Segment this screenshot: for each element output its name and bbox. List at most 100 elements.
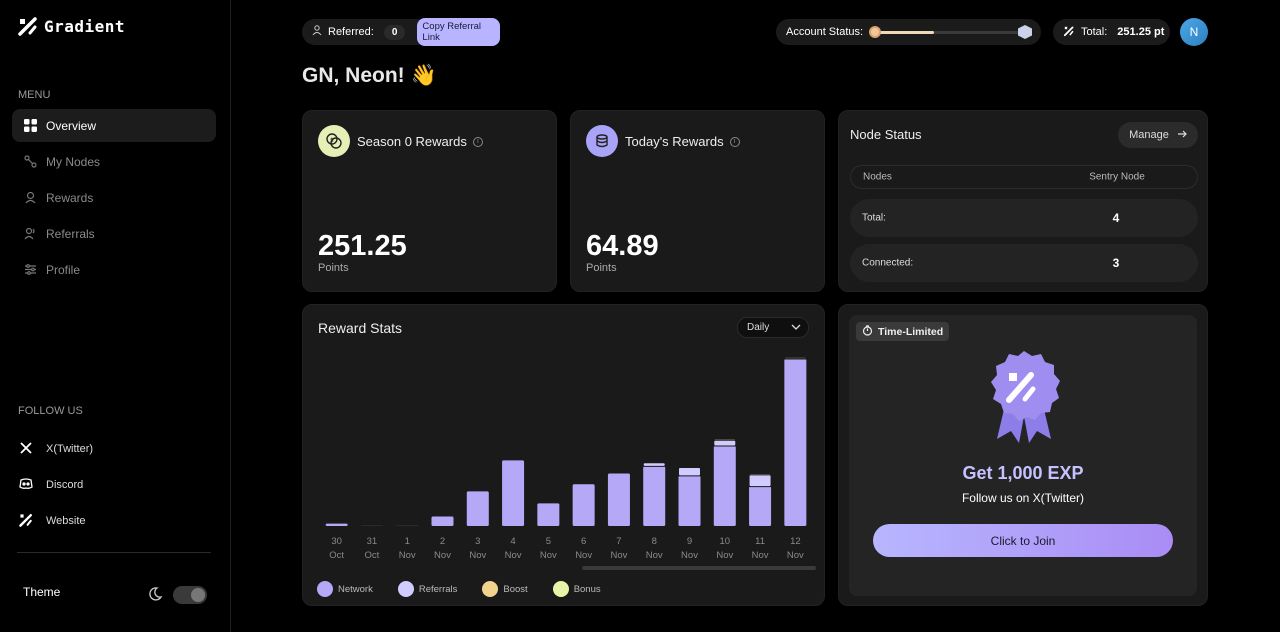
user-avatar[interactable]: N [1180,18,1208,46]
bar-referrals[interactable] [748,474,772,488]
bar-network[interactable] [572,484,595,526]
copy-referral-link-button[interactable]: Copy Referral Link [417,18,500,46]
bar-network[interactable] [713,446,736,526]
bar-network[interactable] [431,516,454,526]
sidebar: Gradient MENU Overview My Nodes Rewards [0,0,231,632]
today-rewards-title: Today's Rewards [625,134,724,149]
legend-swatch [482,581,499,597]
bar-network[interactable] [607,473,630,526]
x-tick-label: 30 [331,536,342,547]
sidebar-item-label: Rewards [46,190,94,205]
info-icon[interactable]: i [729,136,740,147]
info-icon[interactable]: i [472,136,483,147]
bar-baseline [360,525,383,526]
nodes-column-header: Nodes [863,171,892,183]
follow-website-link[interactable]: Website [18,503,93,539]
bar-referrals[interactable] [678,467,701,477]
legend-label: Bonus [573,583,601,595]
page-greeting: GN, Neon! 👋 [302,64,437,87]
follow-x-link[interactable]: X(Twitter) [18,431,93,467]
bar-bonus[interactable] [783,356,807,359]
x-tick-label: 6 [581,536,586,547]
bar-network[interactable] [325,523,348,526]
legend-item-network[interactable]: Network [317,581,373,597]
promo-subtitle: Follow us on X(Twitter) [961,491,1085,505]
bar-network[interactable] [643,466,666,526]
sidebar-nav: Overview My Nodes Rewards Referrals Prof… [12,109,216,289]
sidebar-item-my-nodes[interactable]: My Nodes [12,145,216,178]
promo-title: Get 1,000 EXP [962,463,1084,483]
chevron-down-icon [791,322,801,333]
bar-network[interactable] [537,503,560,526]
season-rewards-title: Season 0 Rewards [357,134,467,149]
x-tick-label: 4 [510,536,515,547]
timer-icon [862,324,873,339]
sidebar-item-profile[interactable]: Profile [12,253,216,286]
bar-boost[interactable] [748,473,772,476]
x-tick-label: Nov [399,550,416,561]
season-rewards-unit: Points [318,262,349,274]
x-tick-label: Nov [752,550,769,561]
theme-toggle[interactable] [173,586,207,604]
x-tick-label: Oct [329,550,344,561]
status-end-marker [1018,25,1032,39]
moon-icon [147,586,163,607]
legend-label: Boost [503,583,528,595]
sidebar-item-overview[interactable]: Overview [12,109,216,142]
sidebar-item-label: Overview [46,118,97,133]
account-status-fill [872,31,935,34]
x-tick-label: Nov [434,550,451,561]
sidebar-item-rewards[interactable]: Rewards [12,181,216,214]
row-label: Total: [862,212,886,224]
sidebar-item-label: Referrals [46,226,95,241]
x-tick-label: 3 [475,536,480,547]
today-rewards-unit: Points [586,262,617,274]
sidebar-item-referrals[interactable]: Referrals [12,217,216,250]
theme-row: Theme [23,585,208,604]
x-tick-label: 5 [546,536,551,547]
legend-item-boost[interactable]: Boost [482,581,528,597]
bar-network[interactable] [466,491,489,526]
x-tick-label: Nov [646,550,663,561]
svg-text:$: $ [330,137,334,144]
x-tick-label: 12 [790,536,801,547]
bar-referrals[interactable] [642,462,666,467]
x-tick-label: 2 [440,536,445,547]
total-label: Total: [1081,26,1108,38]
table-row: Total: 4 [850,199,1198,237]
legend-label: Network [338,583,373,595]
bar-network[interactable] [749,486,772,526]
manage-nodes-button[interactable]: Manage [1118,122,1198,148]
x-tick-label: Nov [540,550,557,561]
legend-swatch [317,581,333,597]
follow-label: Discord [46,479,84,491]
x-icon [18,440,34,459]
season-rewards-value: 251.25 [318,230,407,262]
bar-boost[interactable] [713,438,737,441]
sentry-node-column-header: Sentry Node [1089,171,1145,183]
row-label: Connected: [862,257,914,269]
period-select[interactable]: Daily [737,317,809,338]
join-button[interactable]: Click to Join [873,524,1173,557]
x-tick-label: Nov [469,550,486,561]
brand-logo[interactable]: Gradient [18,16,125,36]
bar-network[interactable] [502,460,525,526]
legend-swatch [552,581,569,597]
user-icon [312,25,322,39]
total-value: 251.25 pt [1117,26,1165,38]
bar-network[interactable] [784,358,807,526]
x-tick-label: 10 [719,536,730,547]
users-icon [23,227,37,241]
legend-item-referrals[interactable]: Referrals [397,581,457,597]
bar-referrals[interactable] [713,439,737,447]
follow-label: Website [46,515,86,527]
legend-item-bonus[interactable]: Bonus [552,581,601,597]
today-rewards-card: Today's Rewards i 64.89 Points [570,110,825,292]
follow-discord-link[interactable]: Discord [18,467,93,503]
x-tick-label: 8 [652,536,657,547]
chart-scrollbar[interactable] [582,566,816,570]
total-points-pill: Total: 251.25 pt [1053,19,1170,45]
bar-network[interactable] [678,475,701,526]
referred-count: 0 [383,24,406,40]
node-status-card: Node Status Manage Nodes Sentry Node Tot… [838,110,1208,292]
